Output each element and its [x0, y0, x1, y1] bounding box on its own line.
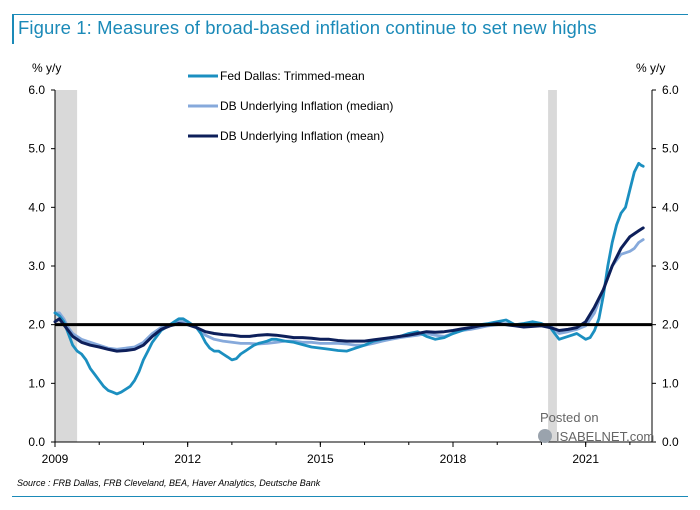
y-tick-label-right: 3.0 — [662, 259, 679, 273]
tick-labels: 0.0 0.0 1.0 1.0 2.0 2.0 3.0 3.0 4.0 4.0 5.0 5.0 6.0 6… — [28, 83, 679, 466]
y-axis-unit-left: % y/y — [32, 61, 61, 75]
y-tick-label-right: 0.0 — [662, 435, 679, 449]
y-tick-label-left: 4.0 — [28, 200, 45, 214]
x-tick-label: 2015 — [307, 452, 334, 466]
y-tick-label-right: 1.0 — [662, 376, 679, 390]
y-tick-label-left: 6.0 — [28, 83, 45, 97]
x-tick-label: 2021 — [572, 452, 599, 466]
y-tick-label-left: 2.0 — [28, 318, 45, 332]
y-tick-label-left: 5.0 — [28, 142, 45, 156]
y-tick-label-left: 0.0 — [28, 435, 45, 449]
legend-label-median: DB Underlying Inflation (median) — [220, 99, 393, 113]
series-line-mean — [53, 226, 645, 353]
watermark: Posted on ISABELNET.com — [538, 410, 654, 444]
source-note: Source : FRB Dallas, FRB Cleveland, BEA,… — [17, 478, 321, 488]
series-lines — [53, 161, 645, 396]
y-tick-label-right: 5.0 — [662, 142, 679, 156]
legend-label-trimmed-mean: Fed Dallas: Trimmed-mean — [220, 69, 365, 83]
title-bar — [12, 14, 688, 44]
recession-band-2 — [548, 90, 557, 442]
legend: Fed Dallas: Trimmed-mean DB Underlying I… — [188, 69, 393, 143]
x-tick-label: 2009 — [42, 452, 69, 466]
series-line-trimmed-mean — [53, 161, 645, 396]
y-tick-label-left: 3.0 — [28, 259, 45, 273]
watermark-logo-icon — [538, 429, 552, 443]
y-tick-label-right: 4.0 — [662, 200, 679, 214]
watermark-line-2: ISABELNET.com — [556, 429, 654, 444]
recession-bands — [55, 90, 557, 442]
y-axis-labels: % y/y % y/y — [32, 61, 665, 75]
x-tick-label: 2012 — [174, 452, 201, 466]
y-tick-label-right: 6.0 — [662, 83, 679, 97]
legend-label-mean: DB Underlying Inflation (mean) — [220, 129, 384, 143]
watermark-line-1: Posted on — [540, 410, 599, 425]
y-tick-label-left: 1.0 — [28, 376, 45, 390]
y-axis-unit-right: % y/y — [636, 61, 665, 75]
bottom-rule — [12, 496, 688, 497]
x-tick-label: 2018 — [440, 452, 467, 466]
y-tick-label-right: 2.0 — [662, 318, 679, 332]
chart-title: Figure 1: Measures of broad-based inflat… — [18, 17, 597, 38]
recession-band-1 — [55, 90, 78, 442]
